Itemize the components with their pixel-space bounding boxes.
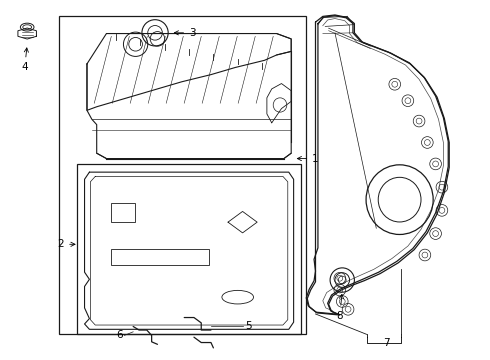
Bar	[77, 164, 301, 334]
Bar	[59, 17, 306, 334]
Bar	[111, 249, 209, 265]
Text: 7: 7	[383, 338, 390, 347]
Text: 4: 4	[22, 48, 28, 72]
Text: 6: 6	[116, 330, 122, 341]
Text: 3: 3	[174, 28, 196, 38]
Text: 2: 2	[57, 239, 75, 249]
Text: 1: 1	[297, 154, 318, 163]
Text: 8: 8	[337, 294, 343, 321]
Bar	[111, 203, 135, 222]
Text: 5: 5	[245, 321, 252, 332]
